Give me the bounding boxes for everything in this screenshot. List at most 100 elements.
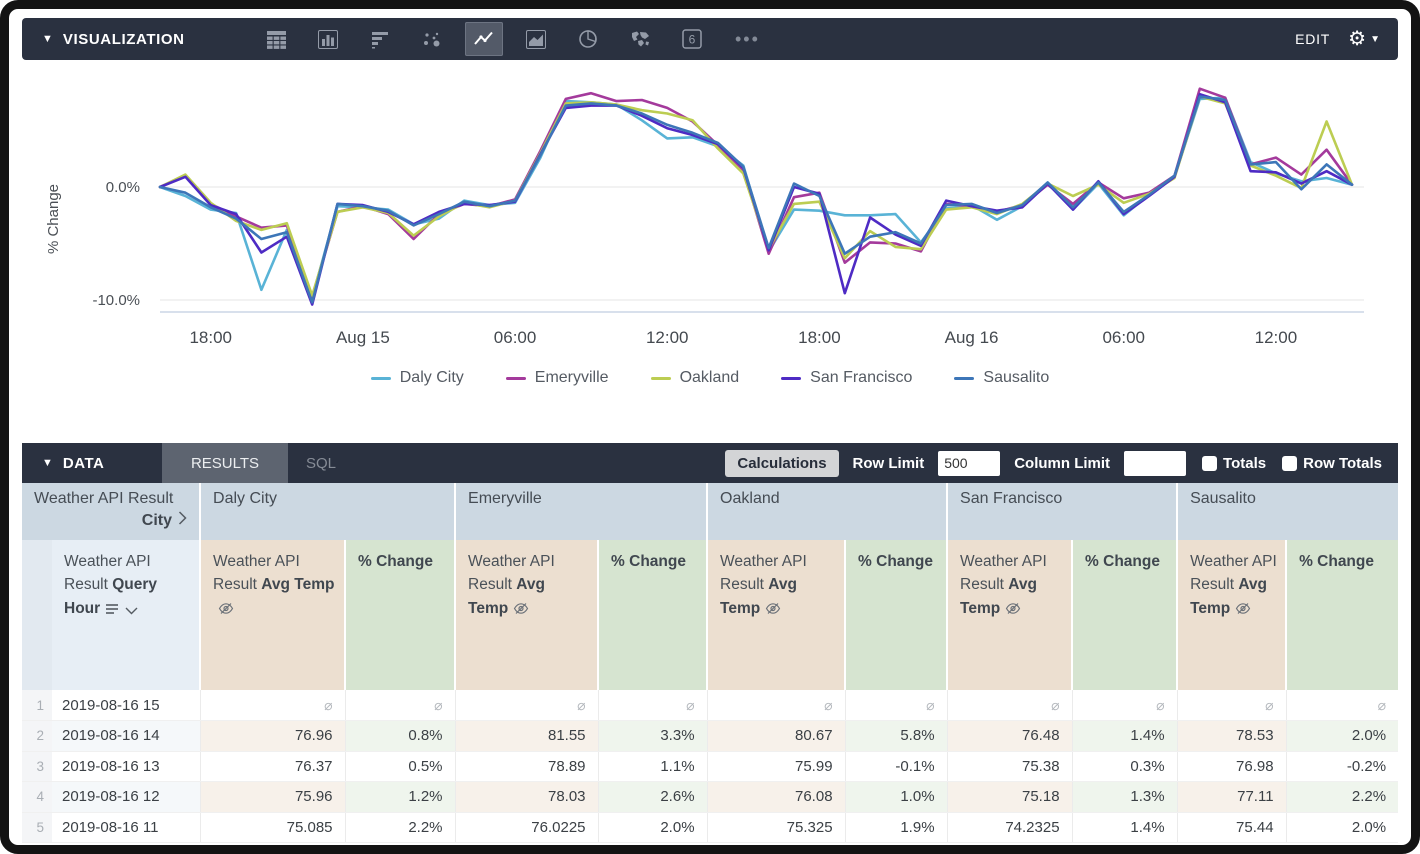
column-limit-input[interactable] (1124, 450, 1187, 476)
percent-change-cell[interactable]: ⌀ (344, 690, 456, 721)
avg-temp-cell[interactable]: ⌀ (706, 690, 846, 721)
query-hour-cell[interactable]: 2019-08-16 15 (52, 690, 201, 721)
legend-item-daly-city[interactable]: Daly City (370, 369, 464, 387)
query-hour-cell[interactable]: 2019-08-16 13 (52, 751, 201, 782)
avg-temp-cell[interactable]: ⌀ (946, 690, 1073, 721)
percent-change-cell[interactable]: 2.0% (597, 812, 708, 843)
percent-change-cell[interactable]: ⌀ (597, 690, 708, 721)
avg-temp-column-header[interactable]: Weather API Result Avg Temp (454, 540, 599, 690)
avg-temp-cell[interactable]: 78.89 (454, 751, 599, 782)
percent-change-cell[interactable]: -0.1% (844, 751, 948, 782)
data-collapse-caret-icon[interactable]: ▼ (42, 457, 53, 469)
avg-temp-cell[interactable]: ⌀ (199, 690, 346, 721)
avg-temp-cell[interactable]: 75.18 (946, 781, 1073, 813)
tab-results[interactable]: RESULTS (162, 443, 288, 483)
avg-temp-cell[interactable]: 75.44 (1176, 812, 1287, 843)
legend-item-san-francisco[interactable]: San Francisco (781, 369, 912, 387)
percent-change-cell[interactable]: 1.2% (344, 781, 456, 813)
percent-change-column-header[interactable]: % Change (597, 540, 708, 690)
legend-item-oakland[interactable]: Oakland (650, 369, 739, 387)
row-totals-checkbox[interactable] (1282, 455, 1298, 471)
avg-temp-cell[interactable]: 75.96 (199, 781, 346, 813)
tab-sql[interactable]: SQL (305, 454, 336, 472)
settings-menu[interactable]: ⚙ ▼ (1348, 29, 1380, 49)
percent-change-cell[interactable]: 5.8% (844, 720, 948, 752)
percent-change-cell[interactable]: 2.0% (1285, 812, 1398, 843)
percent-change-cell[interactable]: 0.3% (1071, 751, 1178, 782)
area-chart-icon[interactable] (517, 22, 555, 56)
percent-change-column-header[interactable]: % Change (344, 540, 456, 690)
series-line-sausalito[interactable] (158, 95, 1354, 304)
query-hour-cell[interactable]: 2019-08-16 12 (52, 781, 201, 813)
percent-change-cell[interactable]: 2.2% (1285, 781, 1398, 813)
avg-temp-cell[interactable]: ⌀ (454, 690, 599, 721)
row-limit-input[interactable] (938, 450, 1001, 476)
percent-change-cell[interactable]: 1.3% (1071, 781, 1178, 813)
avg-temp-cell[interactable]: 76.98 (1176, 751, 1287, 782)
column-chart-icon[interactable] (309, 22, 347, 56)
single-value-icon[interactable]: 6 (673, 22, 711, 56)
percent-change-cell[interactable]: ⌀ (1071, 690, 1178, 721)
percent-change-column-header[interactable]: % Change (844, 540, 948, 690)
series-line-san-francisco[interactable] (158, 92, 1354, 306)
legend-label: Daly City (399, 369, 464, 386)
avg-temp-cell[interactable]: 78.03 (454, 781, 599, 813)
series-line-emeryville[interactable] (158, 87, 1354, 298)
scatter-plot-icon[interactable] (413, 22, 451, 56)
avg-temp-cell[interactable]: 78.53 (1176, 720, 1287, 752)
percent-change-cell[interactable]: 0.5% (344, 751, 456, 782)
avg-temp-cell[interactable]: 81.55 (454, 720, 599, 752)
legend-swatch-icon (781, 376, 802, 380)
percent-change-cell[interactable]: 0.8% (344, 720, 456, 752)
bar-chart-icon[interactable] (361, 22, 399, 56)
avg-temp-column-header[interactable]: Weather API Result Avg Temp (946, 540, 1073, 690)
calculations-button[interactable]: Calculations (725, 449, 839, 477)
avg-temp-cell[interactable]: 75.325 (706, 812, 846, 843)
avg-temp-cell[interactable]: 75.99 (706, 751, 846, 782)
percent-change-cell[interactable]: 2.6% (597, 781, 708, 813)
legend-item-sausalito[interactable]: Sausalito (954, 369, 1049, 387)
legend-item-emeryville[interactable]: Emeryville (505, 369, 609, 387)
avg-temp-column-header[interactable]: Weather API Result Avg Temp (706, 540, 846, 690)
pie-chart-icon[interactable] (569, 22, 607, 56)
query-hour-column-header[interactable]: Weather API Result Query Hour (52, 540, 201, 690)
percent-change-cell[interactable]: ⌀ (844, 690, 948, 721)
table-icon[interactable] (257, 22, 295, 56)
query-hour-cell[interactable]: 2019-08-16 11 (52, 812, 201, 843)
percent-change-cell[interactable]: 1.1% (597, 751, 708, 782)
series-line-oakland[interactable] (158, 95, 1354, 297)
avg-temp-cell[interactable]: 76.0225 (454, 812, 599, 843)
query-hour-cell[interactable]: 2019-08-16 14 (52, 720, 201, 752)
more-chart-types-icon[interactable]: ••• (735, 28, 760, 49)
avg-temp-cell[interactable]: 76.37 (199, 751, 346, 782)
map-icon[interactable] (621, 22, 659, 56)
avg-temp-cell[interactable]: 76.96 (199, 720, 346, 752)
series-line-daly-city[interactable] (158, 96, 1354, 299)
avg-temp-column-header[interactable]: Weather API Result Avg Temp (1176, 540, 1287, 690)
percent-change-cell[interactable]: 1.0% (844, 781, 948, 813)
avg-temp-cell[interactable]: 75.38 (946, 751, 1073, 782)
pivot-corner-header[interactable]: Weather API Result City (22, 483, 201, 540)
visualization-collapse-caret-icon[interactable]: ▼ (42, 33, 53, 45)
percent-change-cell[interactable]: 2.2% (344, 812, 456, 843)
edit-button[interactable]: EDIT (1295, 31, 1331, 47)
totals-checkbox[interactable] (1202, 455, 1218, 471)
avg-temp-cell[interactable]: 76.08 (706, 781, 846, 813)
avg-temp-cell[interactable]: 76.48 (946, 720, 1073, 752)
percent-change-cell[interactable]: ⌀ (1285, 690, 1398, 721)
percent-change-cell[interactable]: 1.9% (844, 812, 948, 843)
line-chart-icon[interactable] (465, 22, 503, 56)
percent-change-column-header[interactable]: % Change (1285, 540, 1398, 690)
avg-temp-cell[interactable]: 77.11 (1176, 781, 1287, 813)
avg-temp-cell[interactable]: ⌀ (1176, 690, 1287, 721)
avg-temp-cell[interactable]: 75.085 (199, 812, 346, 843)
percent-change-cell[interactable]: 3.3% (597, 720, 708, 752)
avg-temp-cell[interactable]: 80.67 (706, 720, 846, 752)
percent-change-cell[interactable]: 1.4% (1071, 812, 1178, 843)
percent-change-cell[interactable]: 2.0% (1285, 720, 1398, 752)
percent-change-cell[interactable]: 1.4% (1071, 720, 1178, 752)
avg-temp-column-header[interactable]: Weather API Result Avg Temp (199, 540, 346, 690)
percent-change-column-header[interactable]: % Change (1071, 540, 1178, 690)
avg-temp-cell[interactable]: 74.2325 (946, 812, 1073, 843)
percent-change-cell[interactable]: -0.2% (1285, 751, 1398, 782)
